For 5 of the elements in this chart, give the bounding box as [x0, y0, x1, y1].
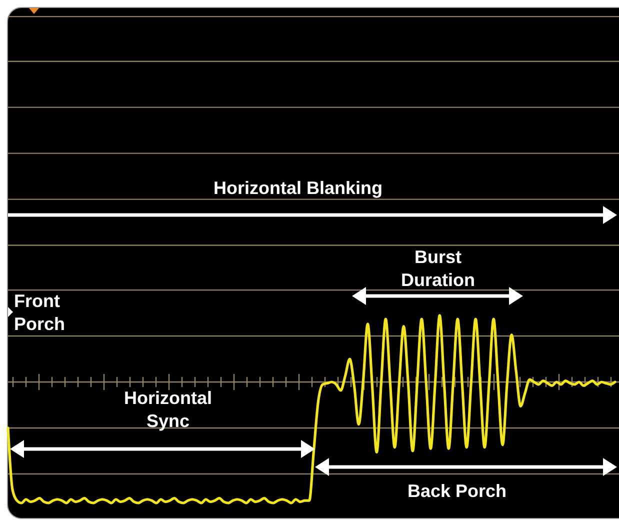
text: Horizontal Blanking	[213, 178, 383, 198]
annotation: Front Porch	[14, 291, 66, 334]
annotation: Back Porch	[407, 481, 507, 501]
text: Burst Duration	[401, 247, 475, 290]
annotation: Horizontal Sync	[124, 388, 212, 431]
